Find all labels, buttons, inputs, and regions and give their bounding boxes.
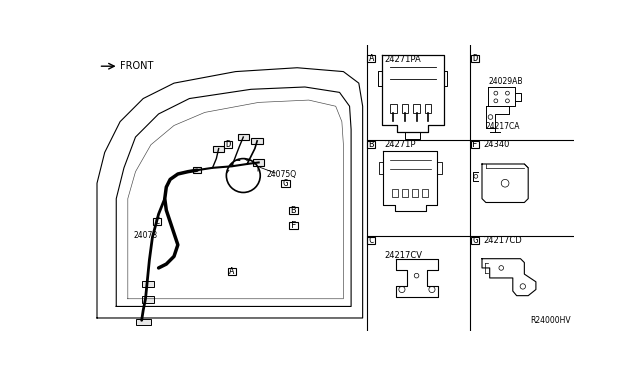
Text: 24271PA: 24271PA: [384, 55, 421, 64]
Text: 24271P: 24271P: [384, 140, 416, 149]
Bar: [136, 319, 151, 325]
Bar: [412, 189, 418, 197]
Text: D: D: [472, 54, 477, 63]
Text: 24029AB: 24029AB: [488, 77, 523, 86]
Bar: [193, 167, 201, 173]
Text: C: C: [154, 217, 160, 226]
Text: G: G: [283, 179, 289, 188]
Text: D: D: [225, 140, 230, 149]
Text: B: B: [291, 206, 296, 215]
Text: A: A: [229, 267, 234, 276]
Text: 24078: 24078: [134, 231, 158, 240]
Text: 24217CV: 24217CV: [384, 251, 422, 260]
Text: F: F: [472, 140, 477, 149]
Bar: [402, 104, 408, 113]
Bar: [213, 145, 224, 152]
Text: G: G: [472, 236, 477, 245]
Bar: [289, 207, 298, 214]
Bar: [227, 268, 236, 275]
Bar: [282, 180, 290, 187]
Text: C: C: [369, 236, 374, 245]
Text: 24340: 24340: [484, 140, 510, 149]
Text: B: B: [369, 140, 374, 149]
Text: F: F: [291, 221, 296, 230]
Bar: [471, 141, 479, 148]
Bar: [425, 104, 431, 113]
Bar: [141, 281, 154, 287]
Bar: [153, 218, 161, 225]
Bar: [390, 104, 397, 113]
Bar: [367, 55, 375, 62]
Bar: [471, 237, 479, 244]
Text: 24217CD: 24217CD: [484, 236, 522, 245]
Bar: [223, 141, 232, 148]
Bar: [253, 159, 264, 166]
Text: FRONT: FRONT: [120, 61, 154, 71]
Bar: [367, 237, 375, 244]
Bar: [402, 189, 408, 197]
Text: 24075Q: 24075Q: [266, 170, 296, 179]
Bar: [289, 222, 298, 229]
Bar: [251, 138, 263, 144]
Bar: [141, 296, 154, 302]
Bar: [413, 104, 420, 113]
Bar: [471, 55, 479, 62]
Text: R24000HV: R24000HV: [530, 316, 570, 325]
Bar: [392, 189, 398, 197]
Text: A: A: [369, 54, 374, 63]
Bar: [238, 134, 249, 140]
Bar: [367, 141, 375, 148]
Text: 24217CA: 24217CA: [486, 122, 520, 131]
Bar: [422, 189, 428, 197]
